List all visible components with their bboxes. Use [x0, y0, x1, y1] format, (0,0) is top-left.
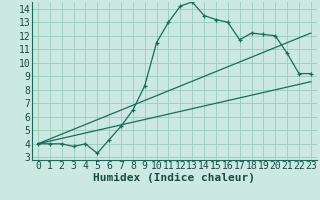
- X-axis label: Humidex (Indice chaleur): Humidex (Indice chaleur): [93, 173, 255, 183]
